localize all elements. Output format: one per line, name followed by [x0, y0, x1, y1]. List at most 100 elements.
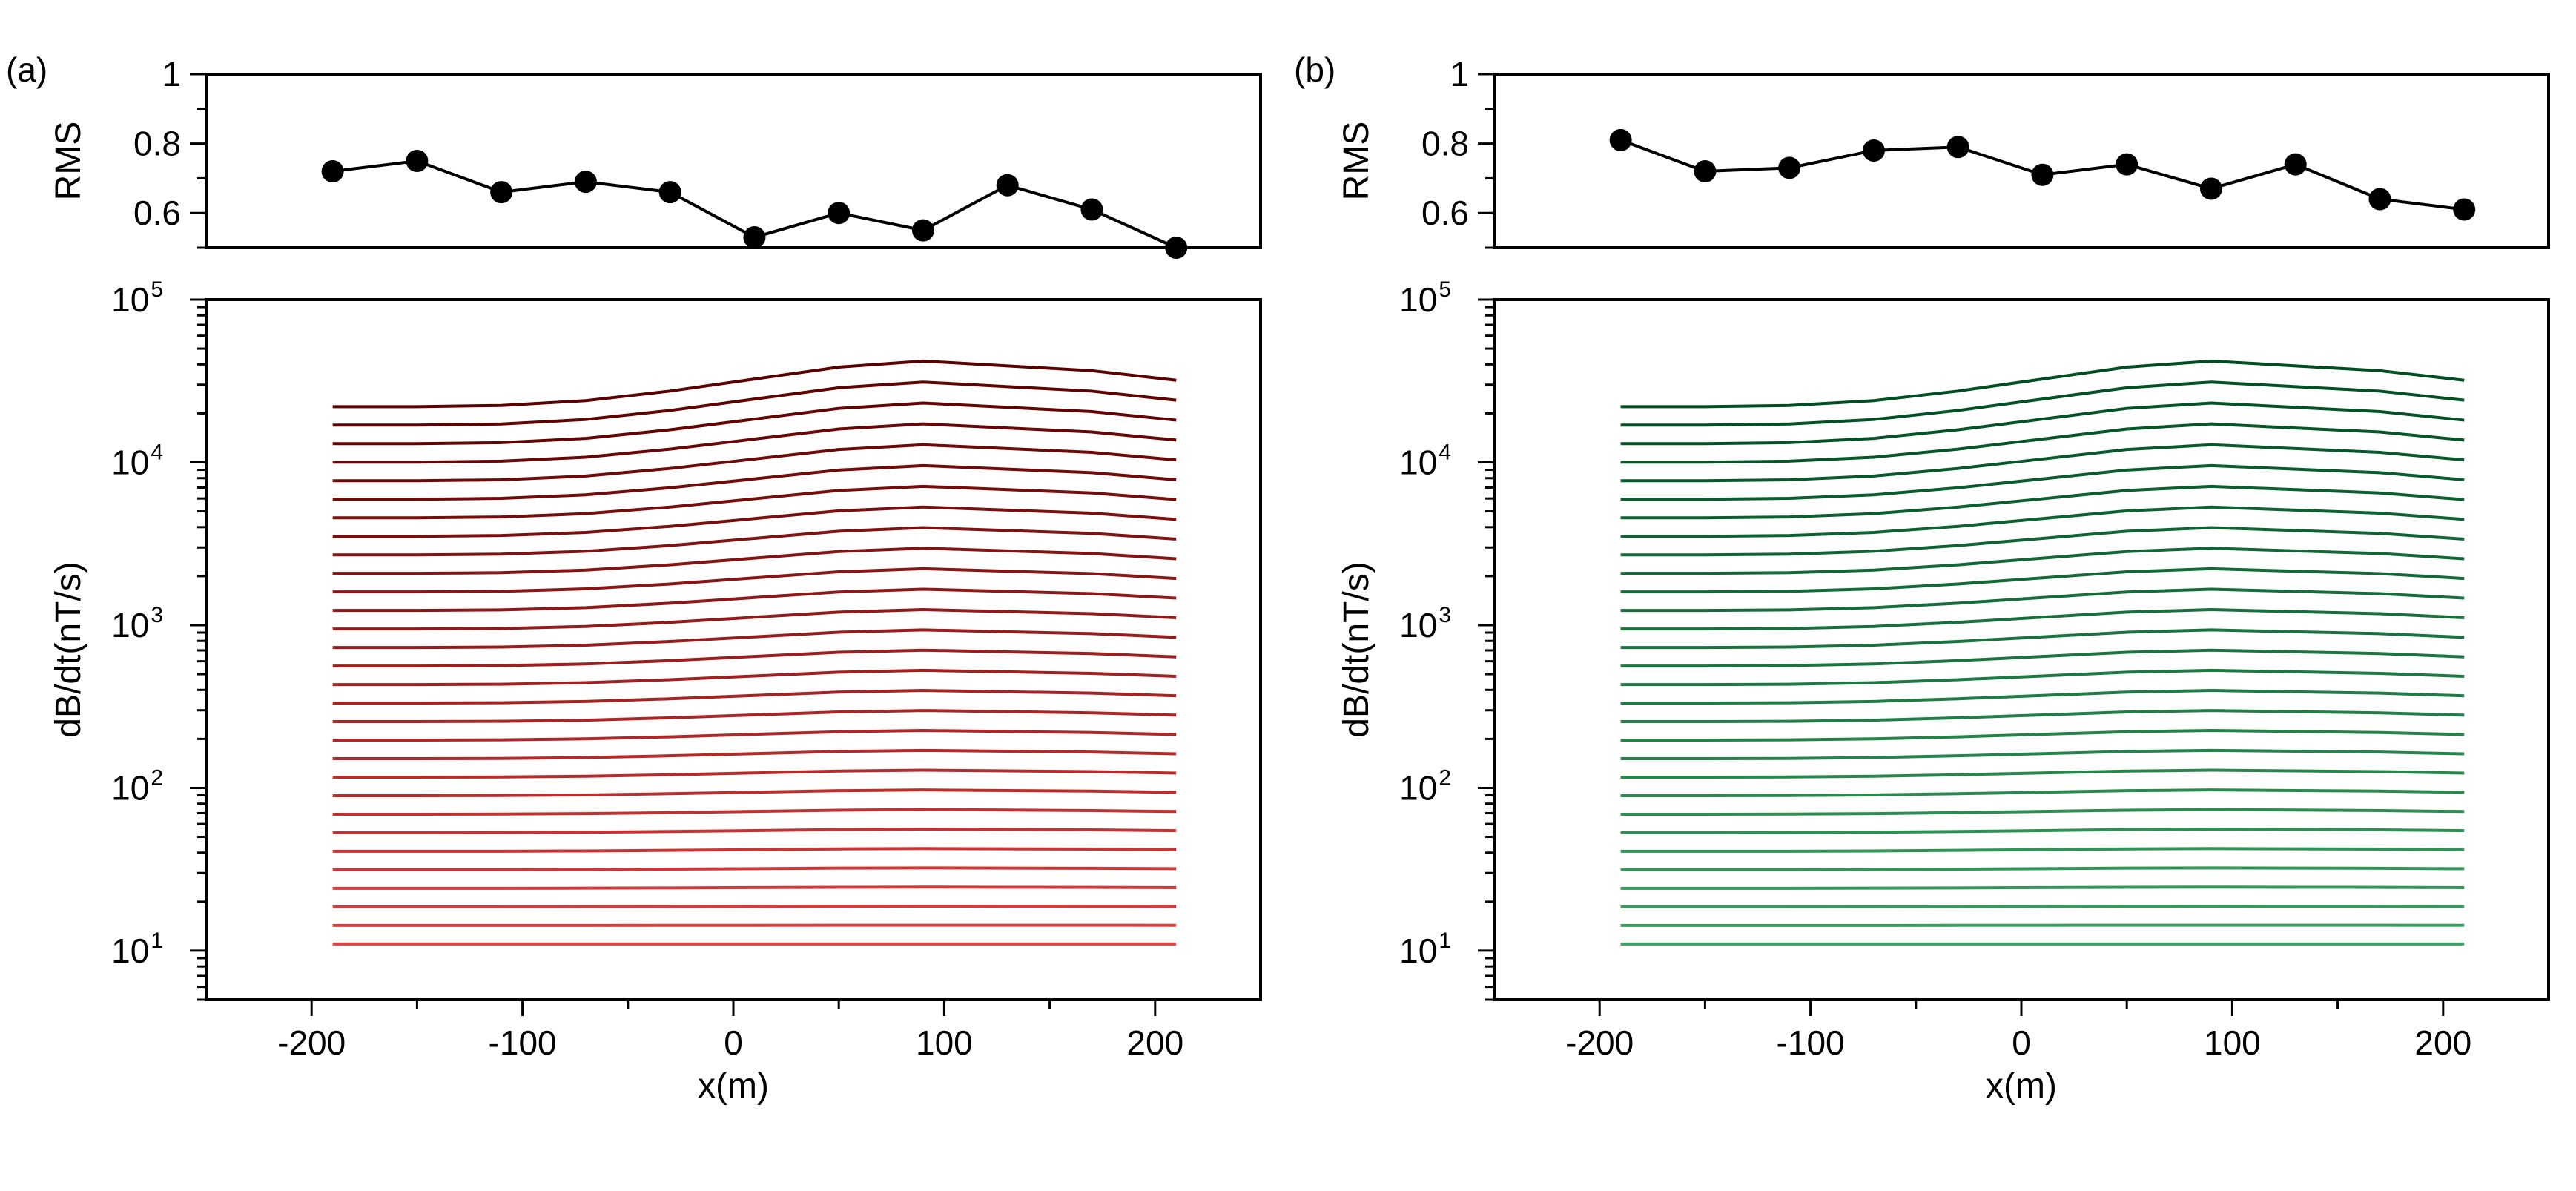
tick-base: 10 — [111, 606, 149, 644]
curves-ytick-label: 102 — [111, 765, 163, 807]
decay-curve — [1620, 788, 2465, 797]
decay-curve — [332, 547, 1177, 575]
decay-curve — [1620, 628, 2465, 650]
curves-xtick-label: -100 — [1777, 1023, 1845, 1062]
rms-marker — [1609, 128, 1632, 151]
decay-curve — [1620, 547, 2465, 575]
curves-xtick-label: -100 — [489, 1023, 557, 1062]
decay-curve — [1620, 748, 2465, 761]
decay-curve — [332, 885, 1177, 890]
decay-curve — [332, 788, 1177, 797]
decay-curve — [332, 401, 1177, 446]
rms-ytick-label: 0.8 — [1421, 125, 1469, 163]
curves-ylabel: dB/dt(nT/s) — [1337, 561, 1376, 737]
rms-ytick-label: 1 — [162, 55, 181, 93]
decay-curve — [1620, 505, 2465, 538]
rms-ytick-label: 1 — [1450, 55, 1469, 93]
tick-base: 10 — [1399, 931, 1437, 970]
rms-plot-frame — [205, 73, 1262, 249]
curves-xtick-label: -200 — [1565, 1023, 1634, 1062]
decay-curve — [332, 526, 1177, 557]
tick-exponent: 3 — [1439, 603, 1451, 627]
rms-ytick-label: 0.6 — [1421, 194, 1469, 232]
tick-exponent: 5 — [151, 277, 163, 302]
decay-curve — [1620, 866, 2465, 871]
decay-curve — [332, 689, 1177, 705]
decay-curve — [1620, 401, 2465, 446]
curves-xtick-label: -200 — [277, 1023, 346, 1062]
curves-xtick-label: 200 — [1126, 1023, 1183, 1062]
rms-marker — [1694, 160, 1717, 183]
decay-curve — [1620, 808, 2465, 816]
rms-marker — [658, 181, 681, 204]
decay-curve — [1620, 668, 2465, 687]
decay-curve — [332, 709, 1177, 724]
decay-curve — [332, 463, 1177, 501]
curves-plot-frame — [205, 298, 1262, 1001]
tick-exponent: 1 — [151, 928, 163, 953]
tick-exponent: 5 — [1439, 277, 1451, 302]
tick-exponent: 1 — [1439, 928, 1451, 953]
tick-base: 10 — [1399, 280, 1437, 319]
decay-curve — [1620, 689, 2465, 705]
decay-curve — [1620, 422, 2465, 464]
tick-exponent: 4 — [151, 440, 163, 464]
decay-curve — [332, 905, 1177, 908]
decay-curve — [1620, 380, 2465, 427]
decay-curve — [332, 587, 1177, 613]
curves-ylabel: dB/dt(nT/s) — [49, 561, 88, 737]
decay-curve — [332, 668, 1177, 687]
curves-ytick-label: 101 — [111, 928, 163, 970]
curves-xtick-label: 100 — [916, 1023, 973, 1062]
curves-xlabel: x(m) — [698, 1066, 769, 1106]
decay-curve — [1620, 768, 2465, 779]
panel-b: (b)0.60.81RMS101102103104105dB/dt(nT/s)-… — [1294, 50, 2550, 1106]
curves-xtick-label: 0 — [724, 1023, 743, 1062]
rms-subplot: 0.6 0.8 1 RMS — [1337, 55, 2550, 249]
rms-marker — [911, 219, 934, 242]
tick-base: 10 — [111, 931, 149, 970]
panel-label: (b) — [1294, 50, 1335, 89]
rms-marker — [2368, 188, 2391, 211]
rms-marker — [828, 202, 851, 225]
rms-ylabel: RMS — [1337, 122, 1376, 201]
panel-label: (a) — [6, 50, 47, 89]
curves-xlabel: x(m) — [1986, 1066, 2057, 1106]
decay-curve — [332, 648, 1177, 668]
decay-curve — [332, 380, 1177, 427]
tick-exponent: 3 — [151, 603, 163, 627]
decay-curve — [1620, 463, 2465, 501]
decay-curve — [1620, 648, 2465, 668]
tick-base: 10 — [111, 280, 149, 319]
rms-marker — [2031, 163, 2054, 186]
rms-subplot: 0.6 0.8 1 RMS — [49, 55, 1262, 259]
decay-curve — [1620, 484, 2465, 520]
decay-curve — [332, 443, 1177, 483]
tick-base: 10 — [111, 443, 149, 481]
decay-curve — [1620, 827, 2465, 834]
decay-curve — [332, 847, 1177, 853]
decay-curve — [1620, 526, 2465, 557]
decay-curve — [1620, 587, 2465, 613]
curves-plot-frame — [1493, 298, 2550, 1001]
decay-curve — [1620, 885, 2465, 890]
rms-marker — [1862, 139, 1885, 162]
decay-curve — [332, 484, 1177, 520]
rms-ytick-label: 0.6 — [133, 194, 181, 232]
decay-curve — [332, 808, 1177, 816]
rms-marker — [2284, 153, 2307, 176]
curves-ytick-label: 105 — [111, 277, 163, 319]
decay-curve — [332, 728, 1177, 742]
rms-marker — [1165, 237, 1188, 259]
rms-marker — [2199, 177, 2222, 200]
decay-curve — [332, 505, 1177, 538]
tick-base: 10 — [111, 768, 149, 807]
rms-ylabel: RMS — [49, 122, 88, 201]
curves-xtick-label: 0 — [2012, 1023, 2031, 1062]
decay-curve — [332, 827, 1177, 834]
decay-curve — [332, 422, 1177, 464]
tick-base: 10 — [1399, 768, 1437, 807]
